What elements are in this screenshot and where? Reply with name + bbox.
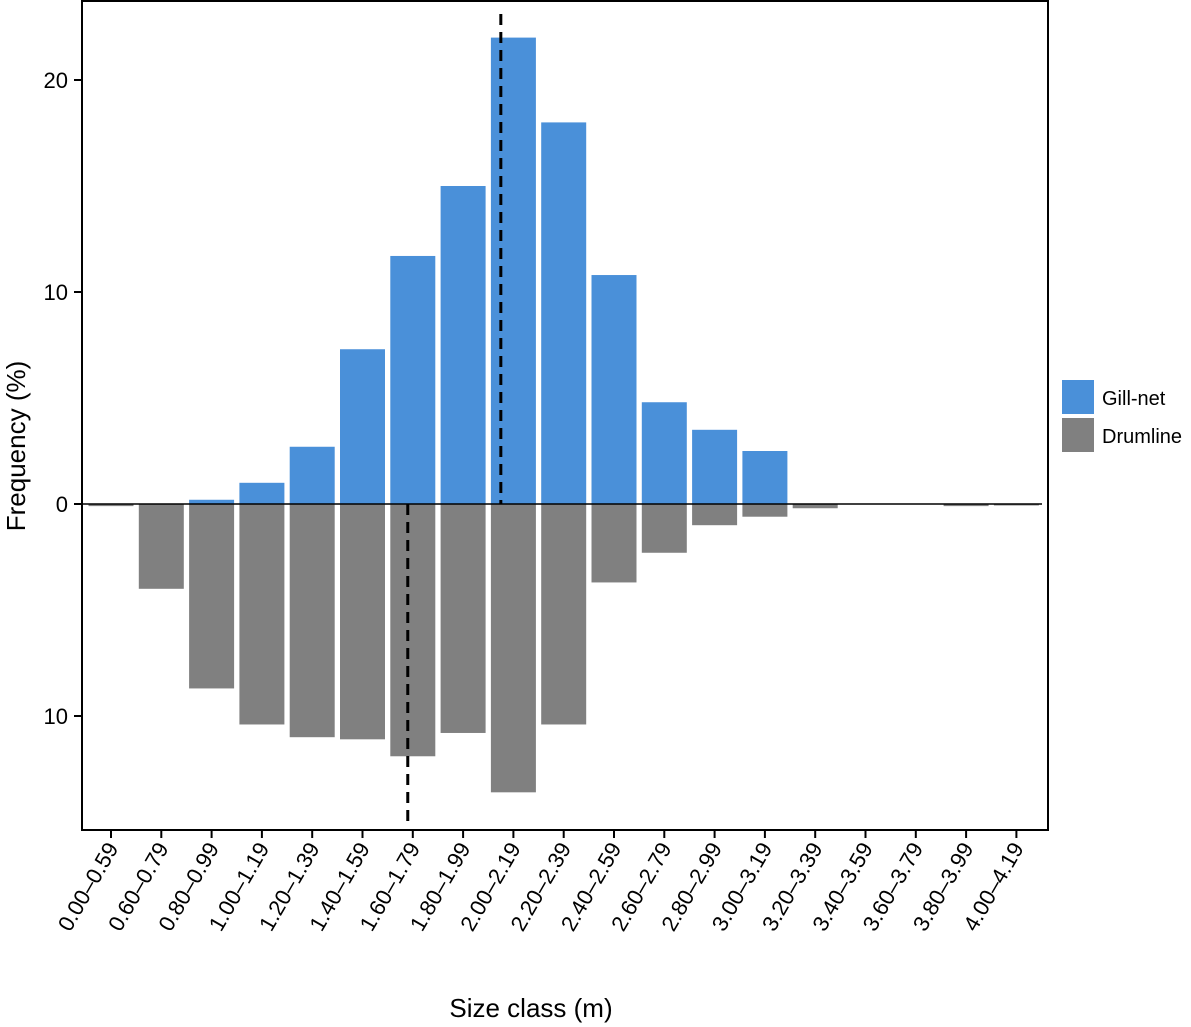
bar-drumline-9 xyxy=(541,504,587,725)
bar-drumline-1 xyxy=(138,504,184,589)
bar-gill-net-12 xyxy=(692,429,738,504)
bar-gill-net-10 xyxy=(591,275,637,504)
bar-drumline-10 xyxy=(591,504,637,583)
legend-swatch-drumline xyxy=(1062,418,1094,452)
bar-gill-net-5 xyxy=(340,349,385,504)
mean-lines xyxy=(406,14,503,826)
bar-drumline-12 xyxy=(692,504,738,526)
bar-drumline-17 xyxy=(943,504,989,507)
bar-drumline-5 xyxy=(340,504,385,740)
bar-gill-net-6 xyxy=(390,255,436,504)
bar-drumline-13 xyxy=(742,504,788,517)
bar-gill-net-11 xyxy=(641,402,687,504)
y-tick-label: 20 xyxy=(44,68,68,93)
bar-gill-net-7 xyxy=(440,186,486,504)
bar-drumline-3 xyxy=(239,504,285,725)
plot-border xyxy=(81,0,1049,831)
bar-gill-net-3 xyxy=(239,482,285,504)
y-tick-label: 0 xyxy=(56,492,68,517)
x-axis-title: Size class (m) xyxy=(449,993,612,1023)
bar-drumline-0 xyxy=(88,504,134,507)
bar-gill-net-2 xyxy=(189,499,235,504)
legend: Gill-net Drumline xyxy=(1062,380,1182,452)
bars xyxy=(88,37,1039,793)
bar-drumline-2 xyxy=(189,504,235,689)
legend-swatch-gill-net xyxy=(1062,380,1094,414)
bar-gill-net-9 xyxy=(541,122,587,505)
bar-drumline-11 xyxy=(641,504,687,553)
bar-drumline-7 xyxy=(440,504,486,733)
bar-drumline-6 xyxy=(390,504,436,757)
legend-label-gill-net: Gill-net xyxy=(1102,388,1166,410)
y-tick-label: 10 xyxy=(44,704,68,729)
y-axis-title: Frequency (%) xyxy=(1,361,31,532)
bar-drumline-4 xyxy=(289,504,335,738)
legend-label-drumline: Drumline xyxy=(1102,426,1182,448)
bar-gill-net-8 xyxy=(490,37,536,504)
bar-drumline-14 xyxy=(792,504,838,509)
bar-drumline-8 xyxy=(490,504,536,793)
bar-gill-net-13 xyxy=(742,451,788,504)
bar-gill-net-4 xyxy=(289,446,335,504)
y-tick-label: 10 xyxy=(44,280,68,305)
